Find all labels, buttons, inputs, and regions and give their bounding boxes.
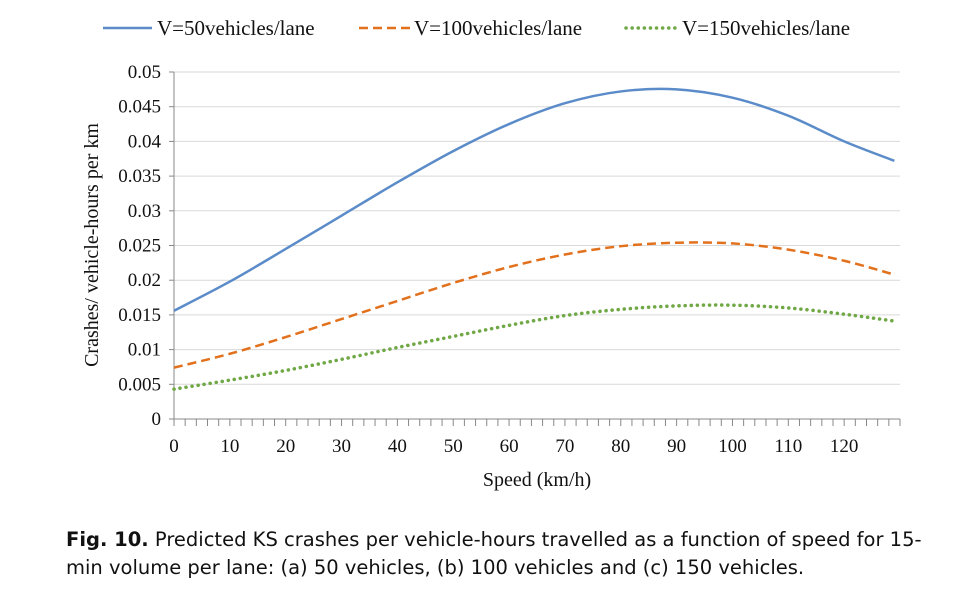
y-tick-label: 0.045 [118, 97, 161, 118]
y-tick-label: 0 [152, 409, 162, 430]
x-tick-label: 10 [220, 436, 239, 457]
legend-label-2: V=100vehicles/lane [414, 16, 582, 40]
y-tick-label: 0.02 [128, 270, 161, 291]
caption-label: Fig. 10. [66, 528, 149, 551]
x-tick-label: 0 [169, 436, 179, 457]
figure-caption: Fig. 10. Predicted KS crashes per vehicl… [66, 526, 946, 582]
x-tick-label: 20 [276, 436, 295, 457]
chart-legend: V=50vehicles/lane V=100vehicles/lane V=150… [103, 16, 850, 40]
x-axis-label: Speed (km/h) [483, 469, 591, 491]
x-tick-label: 120 [830, 436, 859, 457]
axes: 0 0.005 0.01 0.015 0.02 0.025 0.03 0.035 0.04 0.0… [118, 62, 901, 457]
legend-label-3: V=150vehicles/lane [682, 16, 850, 40]
y-tick-label: 0.01 [128, 340, 161, 361]
y-tick-label: 0.035 [118, 166, 161, 187]
gridlines [174, 71, 900, 385]
x-tick-label: 70 [555, 436, 574, 457]
x-tick-label: 40 [388, 436, 407, 457]
data-series [172, 87, 897, 391]
line-chart: V=50vehicles/lane V=100vehicles/lane V=150… [81, 16, 901, 491]
series-line-3 [172, 303, 897, 391]
x-tick-label: 110 [774, 436, 802, 457]
y-tick-label: 0.025 [118, 236, 161, 257]
x-tick-label: 30 [332, 436, 351, 457]
y-tick-label: 0.04 [128, 131, 162, 152]
y-tick-label: 0.015 [118, 305, 161, 326]
series-line-2 [173, 241, 895, 369]
legend-label-1: V=50vehicles/lane [157, 16, 315, 40]
x-tick-label: 90 [667, 436, 686, 457]
y-tick-label: 0.03 [128, 201, 161, 222]
x-tick-label: 60 [500, 436, 519, 457]
y-tick-label: 0.05 [128, 62, 161, 83]
x-tick-label: 80 [611, 436, 630, 457]
x-tick-label: 50 [444, 436, 463, 457]
series-line-1 [173, 87, 895, 312]
x-tick-label: 100 [718, 436, 747, 457]
y-tick-label: 0.005 [118, 374, 161, 395]
caption-text: Predicted KS crashes per vehicle-hours t… [66, 528, 922, 579]
y-axis-label: Crashes/ vehicle-hours per km [81, 123, 103, 367]
